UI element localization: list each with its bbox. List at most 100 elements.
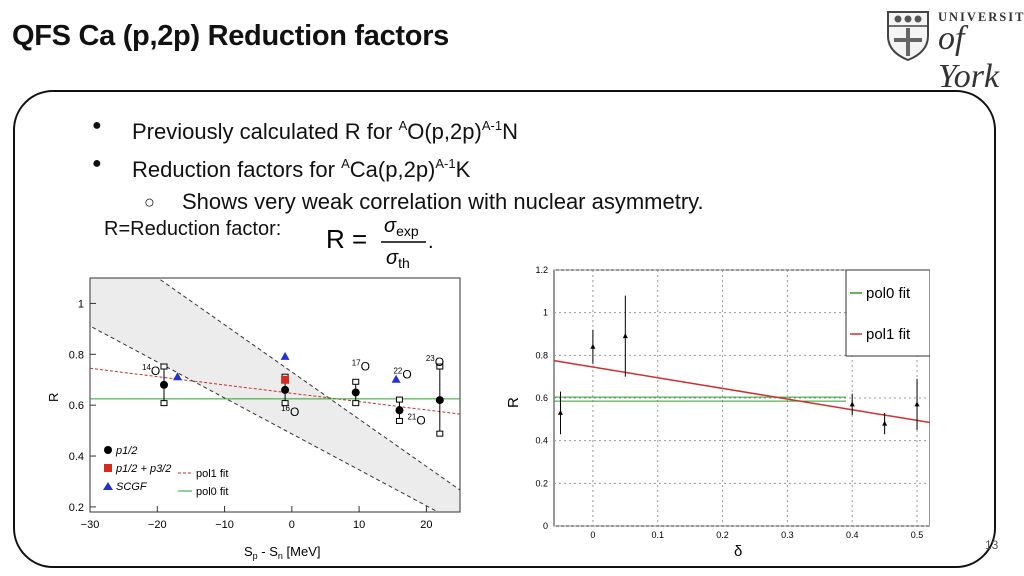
x-tick-label: 0.4 <box>846 530 859 540</box>
legend-entry: pol1 fit <box>866 326 911 343</box>
bullet-item: ● Reduction factors for ACa(p,2p)A-1K <box>92 148 704 186</box>
legend: pol0 fit pol1 fit <box>845 269 930 357</box>
pol1-fit-line <box>553 359 930 424</box>
page-number: 13 <box>985 538 999 552</box>
x-tick-label: 0.2 <box>716 530 729 540</box>
error-cap <box>436 430 444 437</box>
x-tick-label: −30 <box>81 519 100 531</box>
error-cap <box>436 363 444 370</box>
error-cap <box>395 417 403 424</box>
y-tick-label: 1 <box>78 298 84 310</box>
x-tick-label: 10 <box>353 519 365 531</box>
data-point-scgf <box>172 372 182 381</box>
legend-marker-triangle <box>103 482 113 490</box>
data-point <box>914 401 920 407</box>
isotope-label: 21O <box>407 412 425 427</box>
superscript: A-1 <box>435 156 456 171</box>
legend-marker-circle <box>104 446 112 454</box>
reduction-factor-formula: R = σexp σth . <box>326 212 446 279</box>
legend-right: pol1 fit pol0 fit <box>178 468 228 498</box>
error-cap <box>281 400 289 407</box>
sub-bullet-text: Shows very weak correlation with nuclear… <box>182 189 704 214</box>
error-cap <box>160 400 168 407</box>
bullet-ring-icon: ○ <box>144 192 155 212</box>
formula-lhs: R = <box>326 224 367 254</box>
legend-entry: p1/2 <box>115 445 137 457</box>
x-tick-label: 0 <box>590 530 595 540</box>
x-tick-label: 20 <box>420 519 432 531</box>
data-point-p12 <box>281 385 290 394</box>
legend-entry: pol0 fit <box>866 285 911 302</box>
bullet-text: Reduction factors for <box>132 157 342 182</box>
legend-box <box>845 269 930 357</box>
isotope-label: 16O <box>281 404 299 419</box>
legend-entry: pol0 fit <box>196 486 228 498</box>
y-tick-label: 0.8 <box>535 350 548 360</box>
bullet-text: O(p,2p) <box>407 119 482 144</box>
formula-period: . <box>428 231 434 253</box>
isotope-label: 22O <box>393 367 411 382</box>
legend-left: p1/2 p1/2 + p3/2 SCGF <box>103 445 171 493</box>
bullet-text: N <box>502 119 518 144</box>
isotope-label: 23O <box>426 354 444 369</box>
calcium-reduction-chart: 0 0.2 0.4 0.6 0.8 1 1.2 0 0.1 0.2 0.3 0.4 0.5 R δ p… <box>505 265 930 560</box>
x-tick-label: 0.1 <box>651 530 664 540</box>
bullet-list: ● Previously calculated R for AO(p,2p)A-… <box>92 110 704 218</box>
data-point <box>622 333 628 339</box>
logo-york-text: of York <box>938 20 1000 95</box>
error-cap <box>352 378 360 385</box>
crest-icon <box>887 11 929 62</box>
data-point-scgf <box>391 374 401 383</box>
superscript: A <box>341 156 350 171</box>
y-tick-label: 0.8 <box>69 349 84 361</box>
data-point <box>849 401 855 407</box>
x-tick-label: 0 <box>289 519 295 531</box>
bullet-dot-icon: ● <box>92 117 102 134</box>
superscript: A-1 <box>481 118 503 133</box>
data-point <box>590 343 596 349</box>
oxygen-reduction-chart: 0.2 0.4 0.6 0.8 1 −30 −20 −10 0 10 20 14O 16O 17O 22… <box>46 277 461 561</box>
y-tick-label: 1 <box>543 308 548 318</box>
x-axis-label: Sp - Sn [MeV] <box>244 544 321 561</box>
y-tick-label: 0.2 <box>535 478 548 488</box>
sub-bullet-item: ○ Shows very weak correlation with nucle… <box>92 186 704 218</box>
data-point-p12 <box>435 396 444 405</box>
y-tick-label: 0.4 <box>69 451 84 463</box>
error-cap <box>160 363 168 370</box>
data-point <box>882 420 888 426</box>
y-tick-label: 0.2 <box>69 502 84 514</box>
legend-entry: pol1 fit <box>196 468 228 480</box>
reduction-factor-label: R=Reduction factor: <box>104 218 282 240</box>
data-point-scgf <box>280 351 290 360</box>
y-tick-label: 0 <box>543 521 548 531</box>
error-cap <box>395 396 403 403</box>
y-axis-label: R <box>505 397 522 408</box>
x-tick-label: −20 <box>148 519 167 531</box>
x-tick-label: 0.5 <box>911 530 924 540</box>
plot-frame <box>89 277 461 513</box>
x-tick-label: 0.3 <box>781 530 794 540</box>
bullet-text: K <box>455 157 471 182</box>
legend-entry: SCGF <box>116 481 148 493</box>
y-tick-label: 0.6 <box>535 393 548 403</box>
slide-title: QFS Ca (p,2p) Reduction factors <box>12 20 450 52</box>
bullet-text: Previously calculated R for <box>132 119 399 144</box>
y-tick-label: 0.4 <box>535 436 548 446</box>
content-frame <box>13 90 996 568</box>
superscript: A <box>398 118 408 133</box>
x-axis-label: δ <box>734 543 742 560</box>
logo-university-text: UNIVERSITY <box>938 10 1024 24</box>
bullet-dot-icon: ● <box>92 155 102 172</box>
legend-entry: p1/2 + p3/2 <box>115 463 171 475</box>
bullet-text: Ca(p,2p) <box>349 157 436 182</box>
data-point-p12 <box>160 380 168 389</box>
y-axis-label: R <box>46 393 61 402</box>
bullet-item: ● Previously calculated R for AO(p,2p)A-… <box>92 110 704 148</box>
x-tick-label: −10 <box>215 519 234 531</box>
formula-graphic: R = σexp σth . <box>326 215 434 271</box>
isotope-label: 14O <box>142 363 160 378</box>
legend-marker-square <box>104 464 112 472</box>
data-point-p12 <box>351 388 360 397</box>
data-point-p12 <box>395 406 404 415</box>
formula-numerator: σexp <box>384 215 419 239</box>
